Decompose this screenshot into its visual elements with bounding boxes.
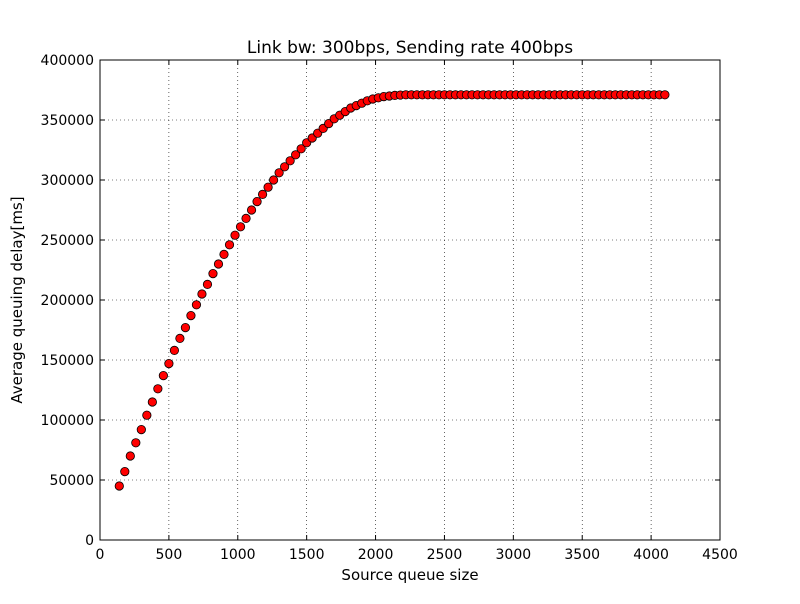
data-point	[125, 451, 135, 461]
data-point	[158, 370, 168, 381]
data-point	[180, 322, 191, 333]
x-tick-label: 2500	[427, 547, 463, 563]
data-point	[224, 240, 235, 250]
data-point	[263, 182, 273, 192]
data-point	[257, 189, 268, 199]
data-point	[219, 249, 229, 259]
x-tick-label: 3500	[564, 547, 600, 563]
y-tick-labels: 0 50000 100000 150000 200000 250000 300000 3500…	[41, 53, 94, 549]
y-tick-label: 250000	[41, 233, 94, 249]
data-points	[114, 90, 670, 491]
x-tick-label: 3000	[496, 547, 532, 563]
x-axis-label: Source queue size	[341, 566, 478, 584]
data-point	[114, 481, 124, 491]
data-point	[120, 466, 130, 477]
data-point	[202, 279, 213, 289]
y-tick-label: 300000	[41, 173, 94, 189]
x-tick-label: 1500	[289, 547, 325, 563]
data-point	[252, 197, 262, 207]
y-tick-label: 0	[85, 533, 94, 549]
y-axis-label: Average queuing delay[ms]	[8, 196, 26, 403]
x-tick-label: 2000	[358, 547, 394, 563]
data-point	[296, 144, 306, 154]
data-point	[291, 150, 301, 160]
data-point	[274, 168, 284, 178]
chart-title: Link bw: 300bps, Sending rate 400bps	[247, 38, 573, 58]
y-tick-label: 100000	[41, 413, 94, 429]
data-point	[136, 424, 146, 435]
data-point	[186, 310, 196, 321]
data-point	[246, 205, 257, 215]
data-point	[660, 90, 670, 100]
data-point	[241, 213, 251, 223]
x-tick-label: 1000	[220, 547, 256, 563]
x-tick-label: 4500	[702, 547, 738, 563]
data-point	[147, 397, 157, 407]
y-tick-label: 50000	[49, 473, 94, 489]
data-point	[197, 289, 207, 299]
x-tick-labels: 0 500 1000 1500 2000 2500 3000 3500 4000 4500	[96, 547, 738, 563]
x-tick-label: 4000	[633, 547, 669, 563]
data-point	[169, 345, 179, 355]
data-point	[164, 358, 174, 369]
data-point	[268, 175, 279, 185]
y-tick-label: 200000	[41, 293, 94, 309]
data-point	[191, 300, 202, 310]
axis-ticks	[99, 59, 721, 541]
data-point	[213, 259, 224, 269]
x-tick-label: 0	[96, 547, 105, 563]
data-point	[142, 410, 152, 420]
data-point	[131, 438, 141, 448]
data-point	[153, 384, 163, 394]
data-point	[208, 268, 218, 279]
y-tick-label: 400000	[41, 53, 94, 69]
y-tick-label: 350000	[41, 113, 94, 129]
data-point	[280, 162, 290, 172]
data-point	[235, 222, 246, 232]
y-tick-label: 150000	[41, 353, 94, 369]
data-point	[285, 156, 295, 166]
data-point	[230, 230, 240, 240]
x-tick-label: 500	[156, 547, 183, 563]
data-point	[175, 333, 185, 343]
